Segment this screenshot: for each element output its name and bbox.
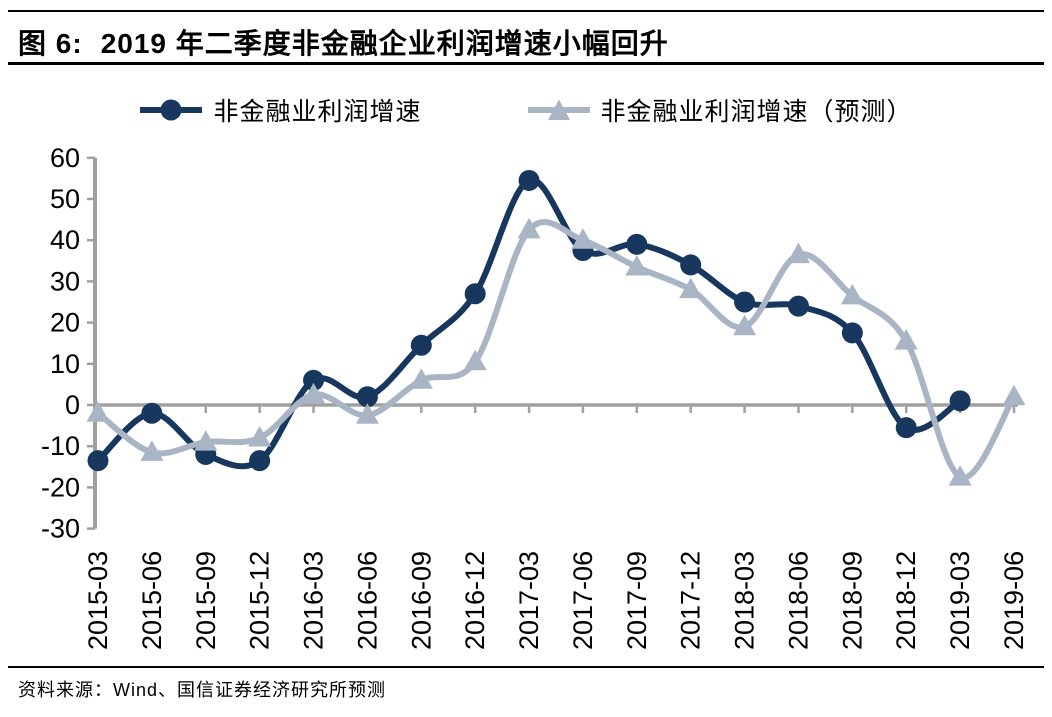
- data-point-circle-marker: [734, 291, 756, 313]
- x-axis-category-label: 2015-06: [137, 551, 167, 650]
- data-point-triangle-marker: [248, 425, 272, 447]
- data-point-circle-marker: [895, 417, 917, 439]
- chart-legend: 非金融业利润增速 非金融业利润增速（预测）: [0, 92, 1052, 128]
- data-point-circle-marker: [787, 295, 809, 317]
- figure-title-row: 图 6: 2019 年二季度非金融企业利润增速小幅回升: [18, 22, 669, 62]
- data-point-circle-marker: [249, 450, 271, 472]
- figure-number-label: 图 6:: [18, 28, 83, 59]
- legend-marker-circle-icon: [140, 99, 203, 121]
- x-axis-category-label: 2018-06: [783, 551, 813, 650]
- x-axis-category-label: 2019-03: [945, 551, 975, 650]
- bottom-divider: [8, 666, 1044, 668]
- data-point-circle-marker: [303, 369, 325, 391]
- title-divider: [8, 62, 1044, 65]
- data-point-triangle-marker: [733, 314, 757, 336]
- x-axis-category-label: 2017-03: [514, 551, 544, 650]
- data-point-circle-marker: [141, 402, 163, 424]
- x-axis-category-label: 2017-06: [568, 551, 598, 650]
- data-point-triangle-marker: [355, 403, 379, 424]
- x-axis-category-label: 2019-06: [999, 551, 1029, 650]
- legend-item-forecast: 非金融业利润增速（预测）: [527, 92, 913, 128]
- legend-label-actual: 非金融业利润增速: [213, 98, 422, 126]
- x-axis-category-label: 2015-12: [245, 551, 275, 650]
- data-point-triangle-marker: [140, 440, 164, 461]
- data-point-circle-marker: [626, 233, 648, 255]
- x-axis-category-label: 2018-03: [730, 551, 760, 650]
- data-point-triangle-marker: [194, 430, 218, 451]
- y-axis-tick-label: -20: [41, 472, 80, 502]
- y-axis-tick-label: 10: [50, 349, 80, 379]
- x-axis-category-label: 2018-12: [891, 551, 921, 650]
- data-point-triangle-marker: [86, 401, 110, 422]
- data-point-circle-marker: [518, 169, 540, 191]
- legend-marker-triangle-icon: [527, 99, 590, 120]
- x-axis-category-label: 2016-12: [460, 551, 490, 650]
- y-axis-tick-label: -30: [41, 514, 80, 544]
- data-point-triangle-marker: [409, 368, 433, 389]
- series-line-forecast: [95, 219, 1017, 481]
- data-point-triangle-marker: [840, 283, 864, 305]
- x-axis-category-label: 2017-12: [676, 551, 706, 650]
- x-axis-category-label: 2018-09: [837, 551, 867, 650]
- x-axis-category-label: 2017-09: [622, 551, 652, 650]
- figure-title: 2019 年二季度非金融企业利润增速小幅回升: [100, 28, 669, 59]
- data-point-circle-marker: [87, 450, 109, 472]
- data-point-circle-marker: [949, 390, 971, 412]
- data-source-note: 资料来源：Wind、国信证券经济研究所预测: [18, 680, 387, 700]
- data-point-circle-marker: [680, 254, 702, 276]
- y-axis-tick-label: 40: [50, 225, 80, 255]
- y-axis-tick-label: 30: [50, 266, 80, 296]
- data-point-triangle-marker: [302, 382, 326, 404]
- data-point-triangle-marker: [517, 217, 541, 239]
- top-divider: [8, 10, 1044, 12]
- data-point-triangle-marker: [625, 254, 649, 276]
- x-axis-category-label: 2016-09: [406, 551, 436, 650]
- legend-item-actual: 非金融业利润增速: [139, 92, 421, 128]
- y-axis-tick-label: 60: [50, 143, 80, 173]
- y-axis-tick-label: -10: [41, 431, 80, 461]
- x-axis-category-label: 2016-03: [299, 551, 329, 650]
- data-point-triangle-marker: [948, 465, 972, 486]
- data-point-triangle-marker: [571, 228, 595, 249]
- data-point-triangle-marker: [1002, 384, 1026, 406]
- x-axis-category-label: 2015-03: [83, 551, 113, 650]
- data-point-circle-marker: [841, 322, 863, 344]
- legend-label-forecast: 非金融业利润增速（预测）: [600, 98, 913, 126]
- data-point-triangle-marker: [786, 242, 810, 264]
- y-axis-tick-label: 20: [50, 308, 80, 338]
- data-point-triangle-marker: [679, 277, 703, 299]
- data-point-circle-marker: [410, 334, 432, 356]
- data-point-triangle-marker: [463, 349, 487, 371]
- data-point-circle-marker: [356, 386, 378, 408]
- x-axis-category-label: 2016-06: [352, 551, 382, 650]
- data-point-circle-marker: [464, 283, 486, 305]
- y-axis-tick-label: 50: [50, 184, 80, 214]
- x-axis-category-label: 2015-09: [191, 551, 221, 650]
- y-axis-tick-label: 0: [65, 390, 80, 420]
- data-point-triangle-marker: [894, 329, 918, 350]
